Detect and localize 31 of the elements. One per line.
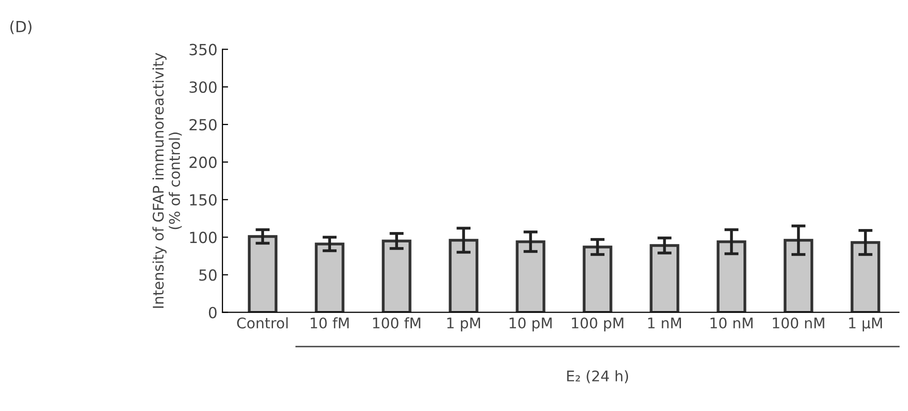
bar xyxy=(716,240,746,312)
x-tick-label: 100 nM xyxy=(772,317,824,329)
y-tick-label: 200 xyxy=(190,156,217,168)
text: (D) xyxy=(10,20,32,34)
y-tick-label: 100 xyxy=(190,232,217,244)
text: E₂ (24 h) xyxy=(567,370,628,384)
x-tick-label: 10 nM xyxy=(710,317,753,329)
x-tick-label: 10 fM xyxy=(310,317,349,329)
y-tick-label: 350 xyxy=(190,44,217,56)
x-tick-label: 100 pM xyxy=(572,317,624,332)
bar xyxy=(516,240,546,312)
y-tick-label: 150 xyxy=(190,194,217,206)
x-tick-label: 1 μM xyxy=(849,318,882,332)
x-tick-label: Control xyxy=(237,317,288,329)
y-axis-title: Intensity of GFAP immunoreactivity (% of control) xyxy=(152,52,182,308)
bar xyxy=(582,246,612,312)
y-tick-label: 0 xyxy=(208,306,217,318)
bar xyxy=(784,238,814,312)
x-tick-label: 1 nM xyxy=(648,318,681,328)
y-tick-label: 250 xyxy=(190,118,217,130)
bar xyxy=(382,240,412,312)
x-tick-label: 10 pM xyxy=(510,317,552,332)
bar xyxy=(448,238,478,312)
x-tick-label: 1 pM xyxy=(447,318,480,332)
bar xyxy=(314,242,344,312)
y-tick-label: 300 xyxy=(190,81,217,93)
y-tick-label: 50 xyxy=(199,269,217,281)
bar xyxy=(650,244,680,312)
bar xyxy=(850,241,880,312)
x-tick-label: 100 fM xyxy=(373,317,420,329)
bar xyxy=(248,235,278,312)
